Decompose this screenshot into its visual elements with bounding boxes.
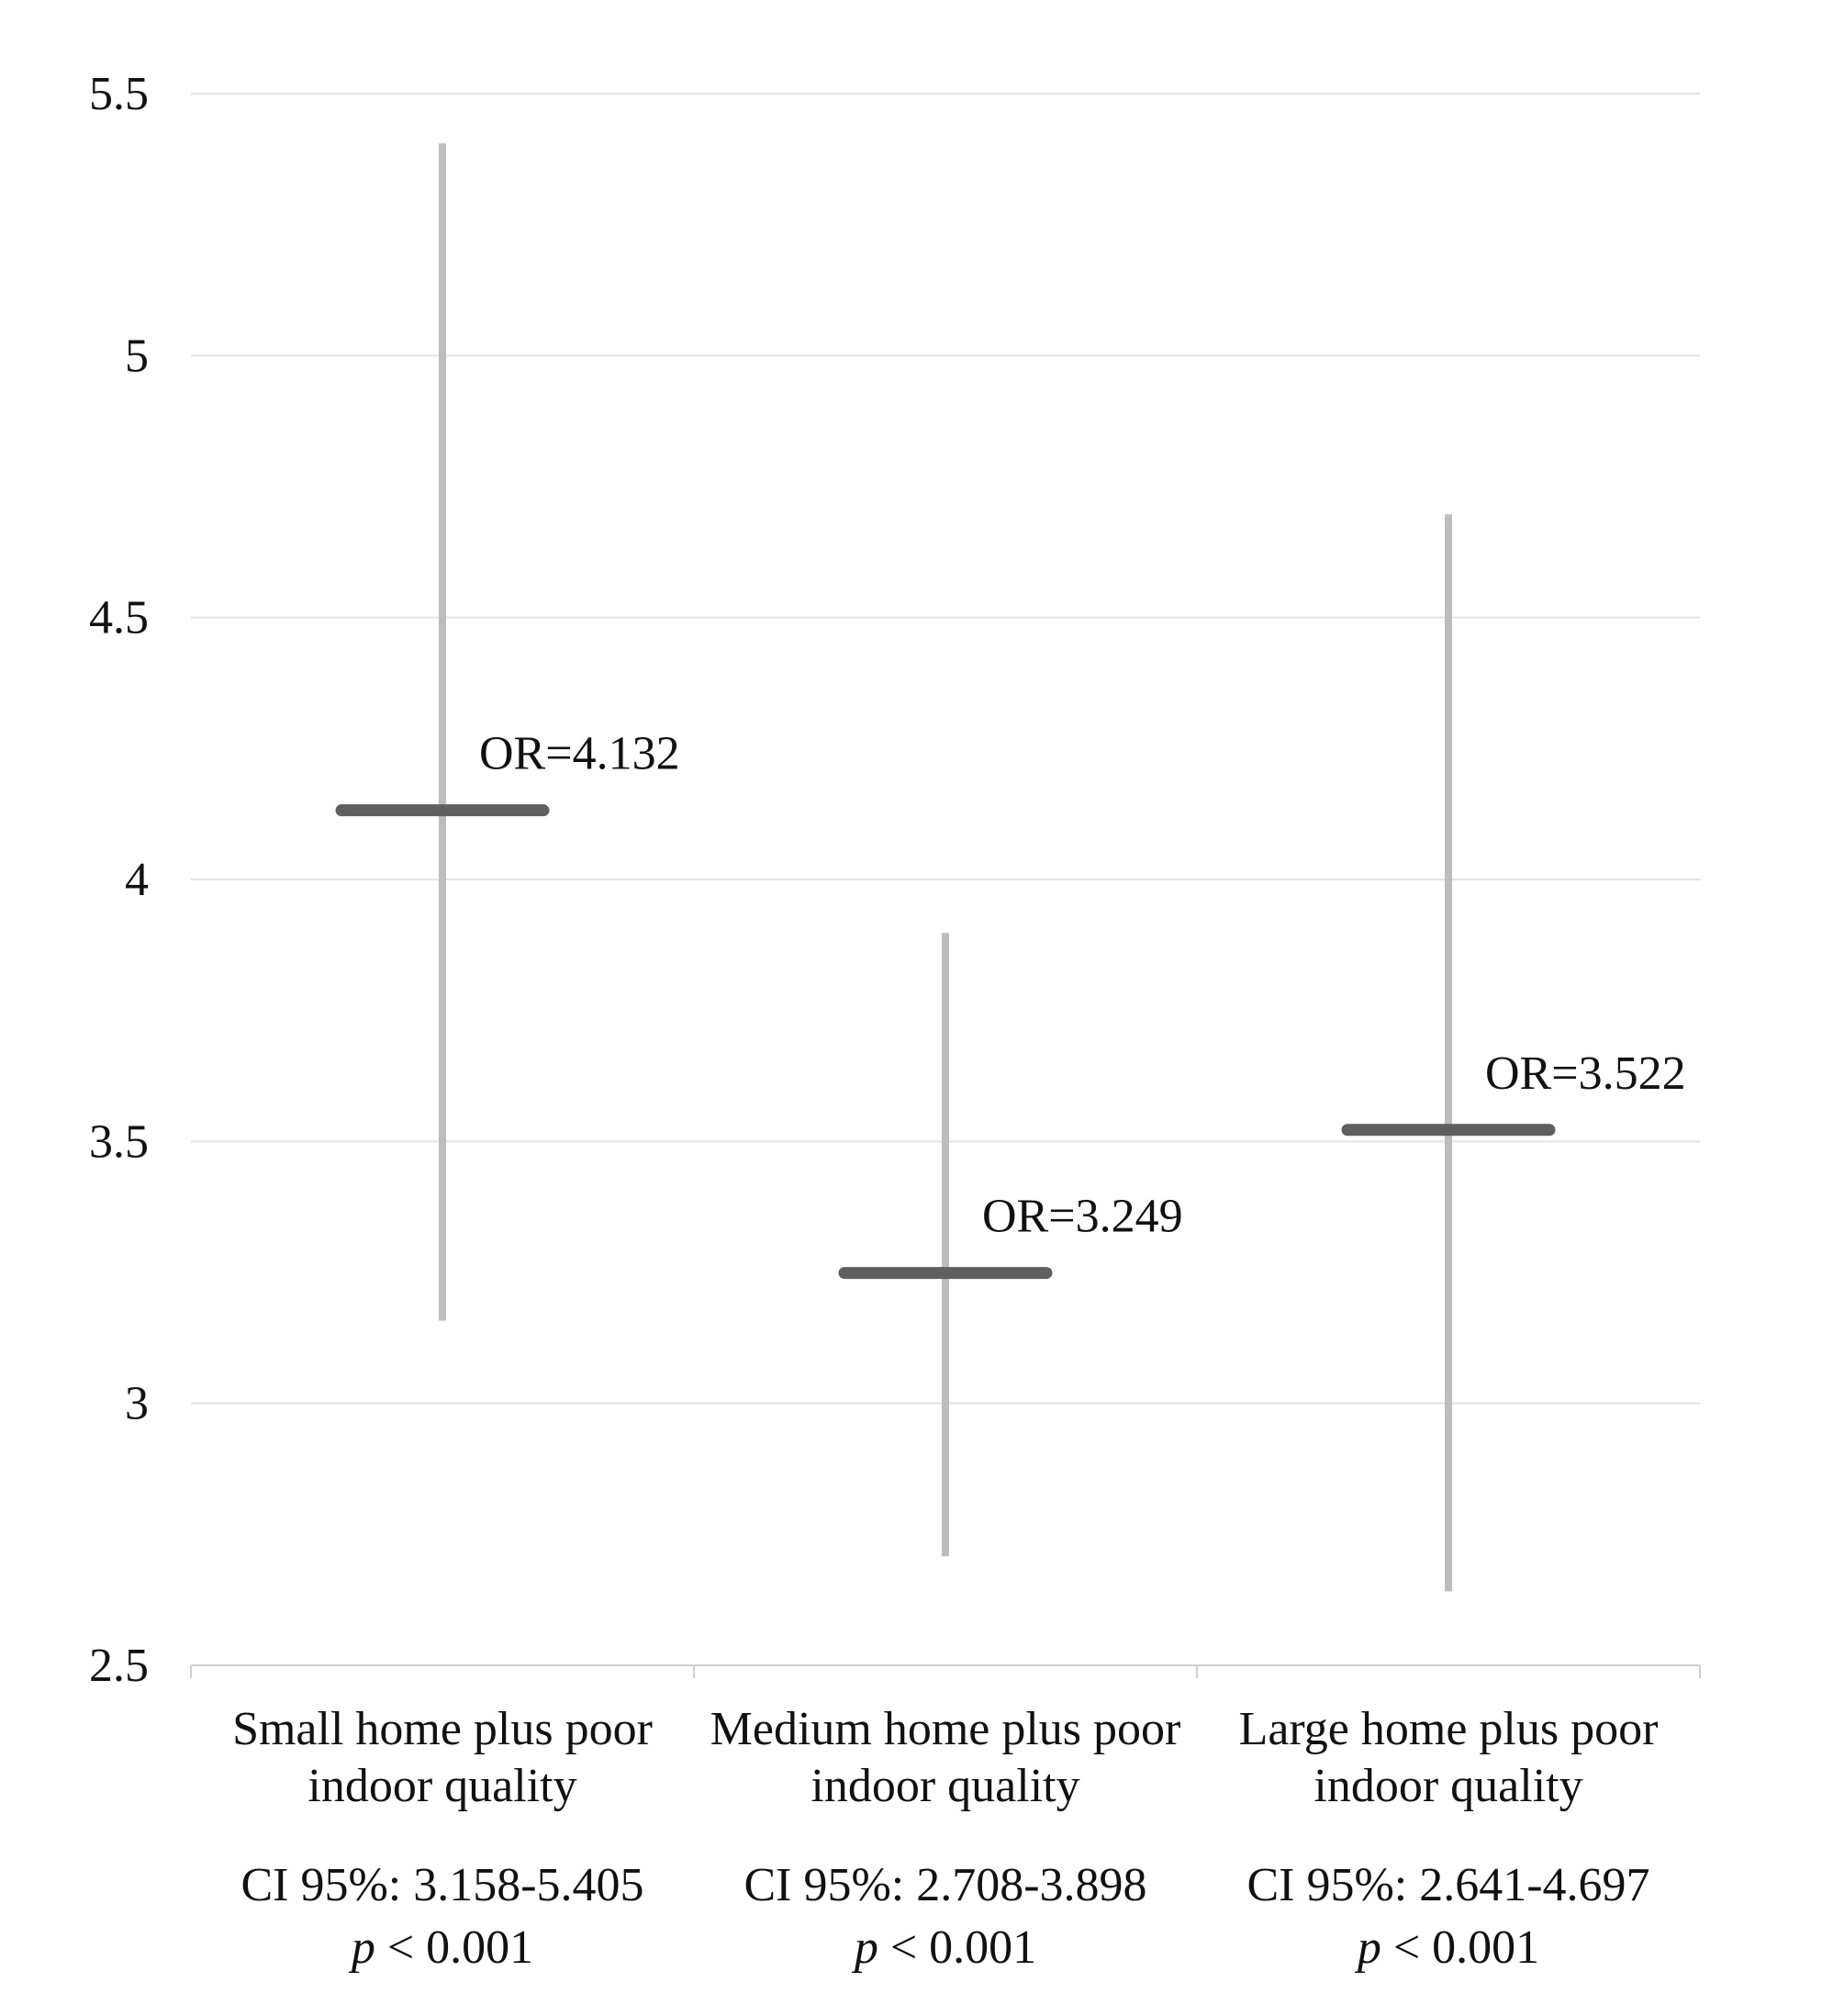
y-tick-label: 4 — [125, 854, 149, 906]
odds-ratio-label: OR=4.132 — [479, 728, 680, 780]
y-tick-label: 3.5 — [89, 1115, 149, 1168]
y-tick-label: 3 — [125, 1378, 149, 1430]
y-tick-label: 2.5 — [89, 1640, 149, 1692]
odds-ratio-label: OR=3.249 — [982, 1191, 1183, 1243]
y-axis-ticks: 2.5 3 3.5 4 4.5 5 5.5 — [89, 68, 149, 1692]
category-label: Large home plus poor — [1239, 1703, 1659, 1755]
p-value-label: p < 0.001 — [851, 1921, 1036, 1974]
ci-label: CI 95%: 2.708-3.898 — [743, 1859, 1146, 1911]
p-value: < 0.001 — [1381, 1921, 1539, 1974]
y-tick-label: 5.5 — [89, 68, 149, 120]
p-symbol: p — [1354, 1921, 1381, 1974]
p-value: < 0.001 — [375, 1921, 533, 1974]
category-label: indoor quality — [307, 1760, 576, 1812]
data-marks — [335, 143, 1556, 1592]
p-value-label: p < 0.001 — [1354, 1921, 1539, 1974]
category-label: indoor quality — [1313, 1760, 1582, 1812]
x-axis — [190, 1664, 1701, 1678]
p-symbol: p — [348, 1921, 375, 1974]
category-label: indoor quality — [810, 1760, 1079, 1812]
odds-ratio-label: OR=3.522 — [1485, 1047, 1686, 1100]
p-value-label: p < 0.001 — [348, 1921, 533, 1974]
ci-label: CI 95%: 2.641-4.697 — [1246, 1859, 1649, 1911]
y-tick-label: 4.5 — [89, 592, 149, 644]
category-label: Small home plus poor — [232, 1703, 653, 1755]
ci-label: CI 95%: 3.158-5.405 — [240, 1859, 643, 1911]
p-value: < 0.001 — [878, 1921, 1036, 1974]
y-tick-label: 5 — [125, 330, 149, 382]
p-symbol: p — [851, 1921, 878, 1974]
category-label: Medium home plus poor — [710, 1703, 1181, 1755]
